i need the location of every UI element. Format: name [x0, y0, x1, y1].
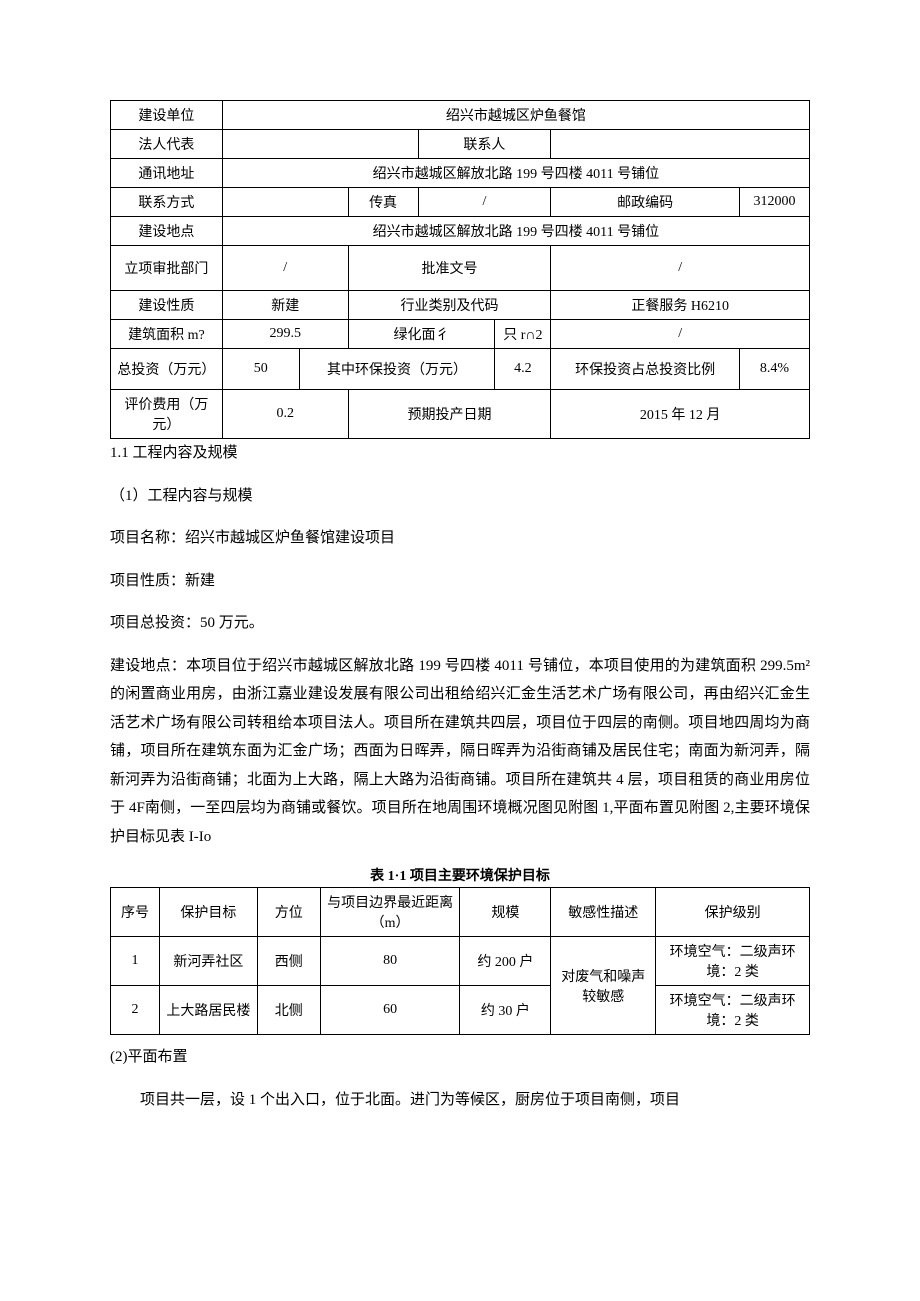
value-env-ratio: 8.4%	[740, 349, 810, 390]
subsection-2: (2)平面布置	[110, 1043, 810, 1072]
label-postcode: 邮政编码	[551, 188, 740, 217]
label-address: 通讯地址	[111, 159, 223, 188]
th-distance: 与项目边界最近距离（m）	[320, 888, 460, 937]
merged-sensitivity: 对废气和噪声较敏感	[551, 937, 656, 1035]
label-expected-date: 预期投产日期	[348, 390, 551, 439]
value-green-area-1: 只 r∩2	[495, 320, 551, 349]
env-protection-targets-table: 序号 保护目标 方位 与项目边界最近距离（m） 规模 敏感性描述 保护级别 1 …	[110, 887, 810, 1035]
table-row: 60	[320, 986, 460, 1035]
value-contact-method	[222, 188, 348, 217]
table-row: 2	[111, 986, 160, 1035]
table-1-1-caption: 表 1·1 项目主要环境保护目标	[110, 865, 810, 885]
table-row: 北侧	[257, 986, 320, 1035]
project-name-line: 项目名称：绍兴市越城区炉鱼餐馆建设项目	[110, 524, 810, 553]
table-row: 新河弄社区	[159, 937, 257, 986]
label-env-investment: 其中环保投资（万元）	[299, 349, 495, 390]
value-green-area-2: /	[551, 320, 810, 349]
th-protection-level: 保护级别	[656, 888, 810, 937]
value-build-unit: 绍兴市越城区炉鱼餐馆	[222, 101, 809, 130]
value-fax: /	[418, 188, 551, 217]
th-sensitivity: 敏感性描述	[551, 888, 656, 937]
value-industry-code: 正餐服务 H6210	[551, 291, 810, 320]
project-location-para: 建设地点：本项目位于绍兴市越城区解放北路 199 号四楼 4011 号铺位，本项…	[110, 652, 810, 852]
value-build-nature: 新建	[222, 291, 348, 320]
th-direction: 方位	[257, 888, 320, 937]
table-row: 约 30 户	[460, 986, 551, 1035]
project-info-table: 建设单位 绍兴市越城区炉鱼餐馆 法人代表 联系人 通讯地址 绍兴市越城区解放北路…	[110, 100, 810, 439]
value-postcode: 312000	[740, 188, 810, 217]
value-eval-cost: 0.2	[222, 390, 348, 439]
label-fax: 传真	[348, 188, 418, 217]
value-approval-dept: /	[222, 246, 348, 291]
layout-para: 项目共一层，设 1 个出入口，位于北面。进门为等候区，厨房位于项目南侧，项目	[110, 1086, 810, 1115]
label-green-area: 绿化面彳	[348, 320, 495, 349]
label-total-investment: 总投资（万元）	[111, 349, 223, 390]
table-row: 环境空气：二级声环境：2 类	[656, 986, 810, 1035]
value-approval-no: /	[551, 246, 810, 291]
label-contact: 联系人	[418, 130, 551, 159]
label-building-area: 建筑面积 m?	[111, 320, 223, 349]
value-build-location: 绍兴市越城区解放北路 199 号四楼 4011 号铺位	[222, 217, 809, 246]
body-text-2: (2)平面布置 项目共一层，设 1 个出入口，位于北面。进门为等候区，厨房位于项…	[110, 1043, 810, 1114]
label-approval-dept: 立项审批部门	[111, 246, 223, 291]
label-industry-code: 行业类别及代码	[348, 291, 551, 320]
label-legal-rep: 法人代表	[111, 130, 223, 159]
label-build-location: 建设地点	[111, 217, 223, 246]
value-address: 绍兴市越城区解放北路 199 号四楼 4011 号铺位	[222, 159, 809, 188]
label-env-ratio: 环保投资占总投资比例	[551, 349, 740, 390]
label-build-unit: 建设单位	[111, 101, 223, 130]
th-target: 保护目标	[159, 888, 257, 937]
body-text: 1.1 工程内容及规模 （1）工程内容与规模 项目名称：绍兴市越城区炉鱼餐馆建设…	[110, 439, 810, 885]
value-expected-date: 2015 年 12 月	[551, 390, 810, 439]
table-row: 约 200 户	[460, 937, 551, 986]
value-total-investment: 50	[222, 349, 299, 390]
value-contact	[551, 130, 810, 159]
section-1-1: 1.1 工程内容及规模	[110, 439, 810, 468]
value-env-investment: 4.2	[495, 349, 551, 390]
th-scale: 规模	[460, 888, 551, 937]
value-legal-rep	[222, 130, 418, 159]
project-nature-line: 项目性质：新建	[110, 567, 810, 596]
th-index: 序号	[111, 888, 160, 937]
table-row: 西侧	[257, 937, 320, 986]
value-building-area: 299.5	[222, 320, 348, 349]
label-eval-cost: 评价费用（万元）	[111, 390, 223, 439]
table-row: 1	[111, 937, 160, 986]
subsection-1: （1）工程内容与规模	[110, 482, 810, 511]
table-row: 上大路居民楼	[159, 986, 257, 1035]
project-invest-line: 项目总投资：50 万元。	[110, 609, 810, 638]
label-approval-no: 批准文号	[348, 246, 551, 291]
table-row: 环境空气：二级声环境：2 类	[656, 937, 810, 986]
label-contact-method: 联系方式	[111, 188, 223, 217]
table-row: 80	[320, 937, 460, 986]
label-build-nature: 建设性质	[111, 291, 223, 320]
